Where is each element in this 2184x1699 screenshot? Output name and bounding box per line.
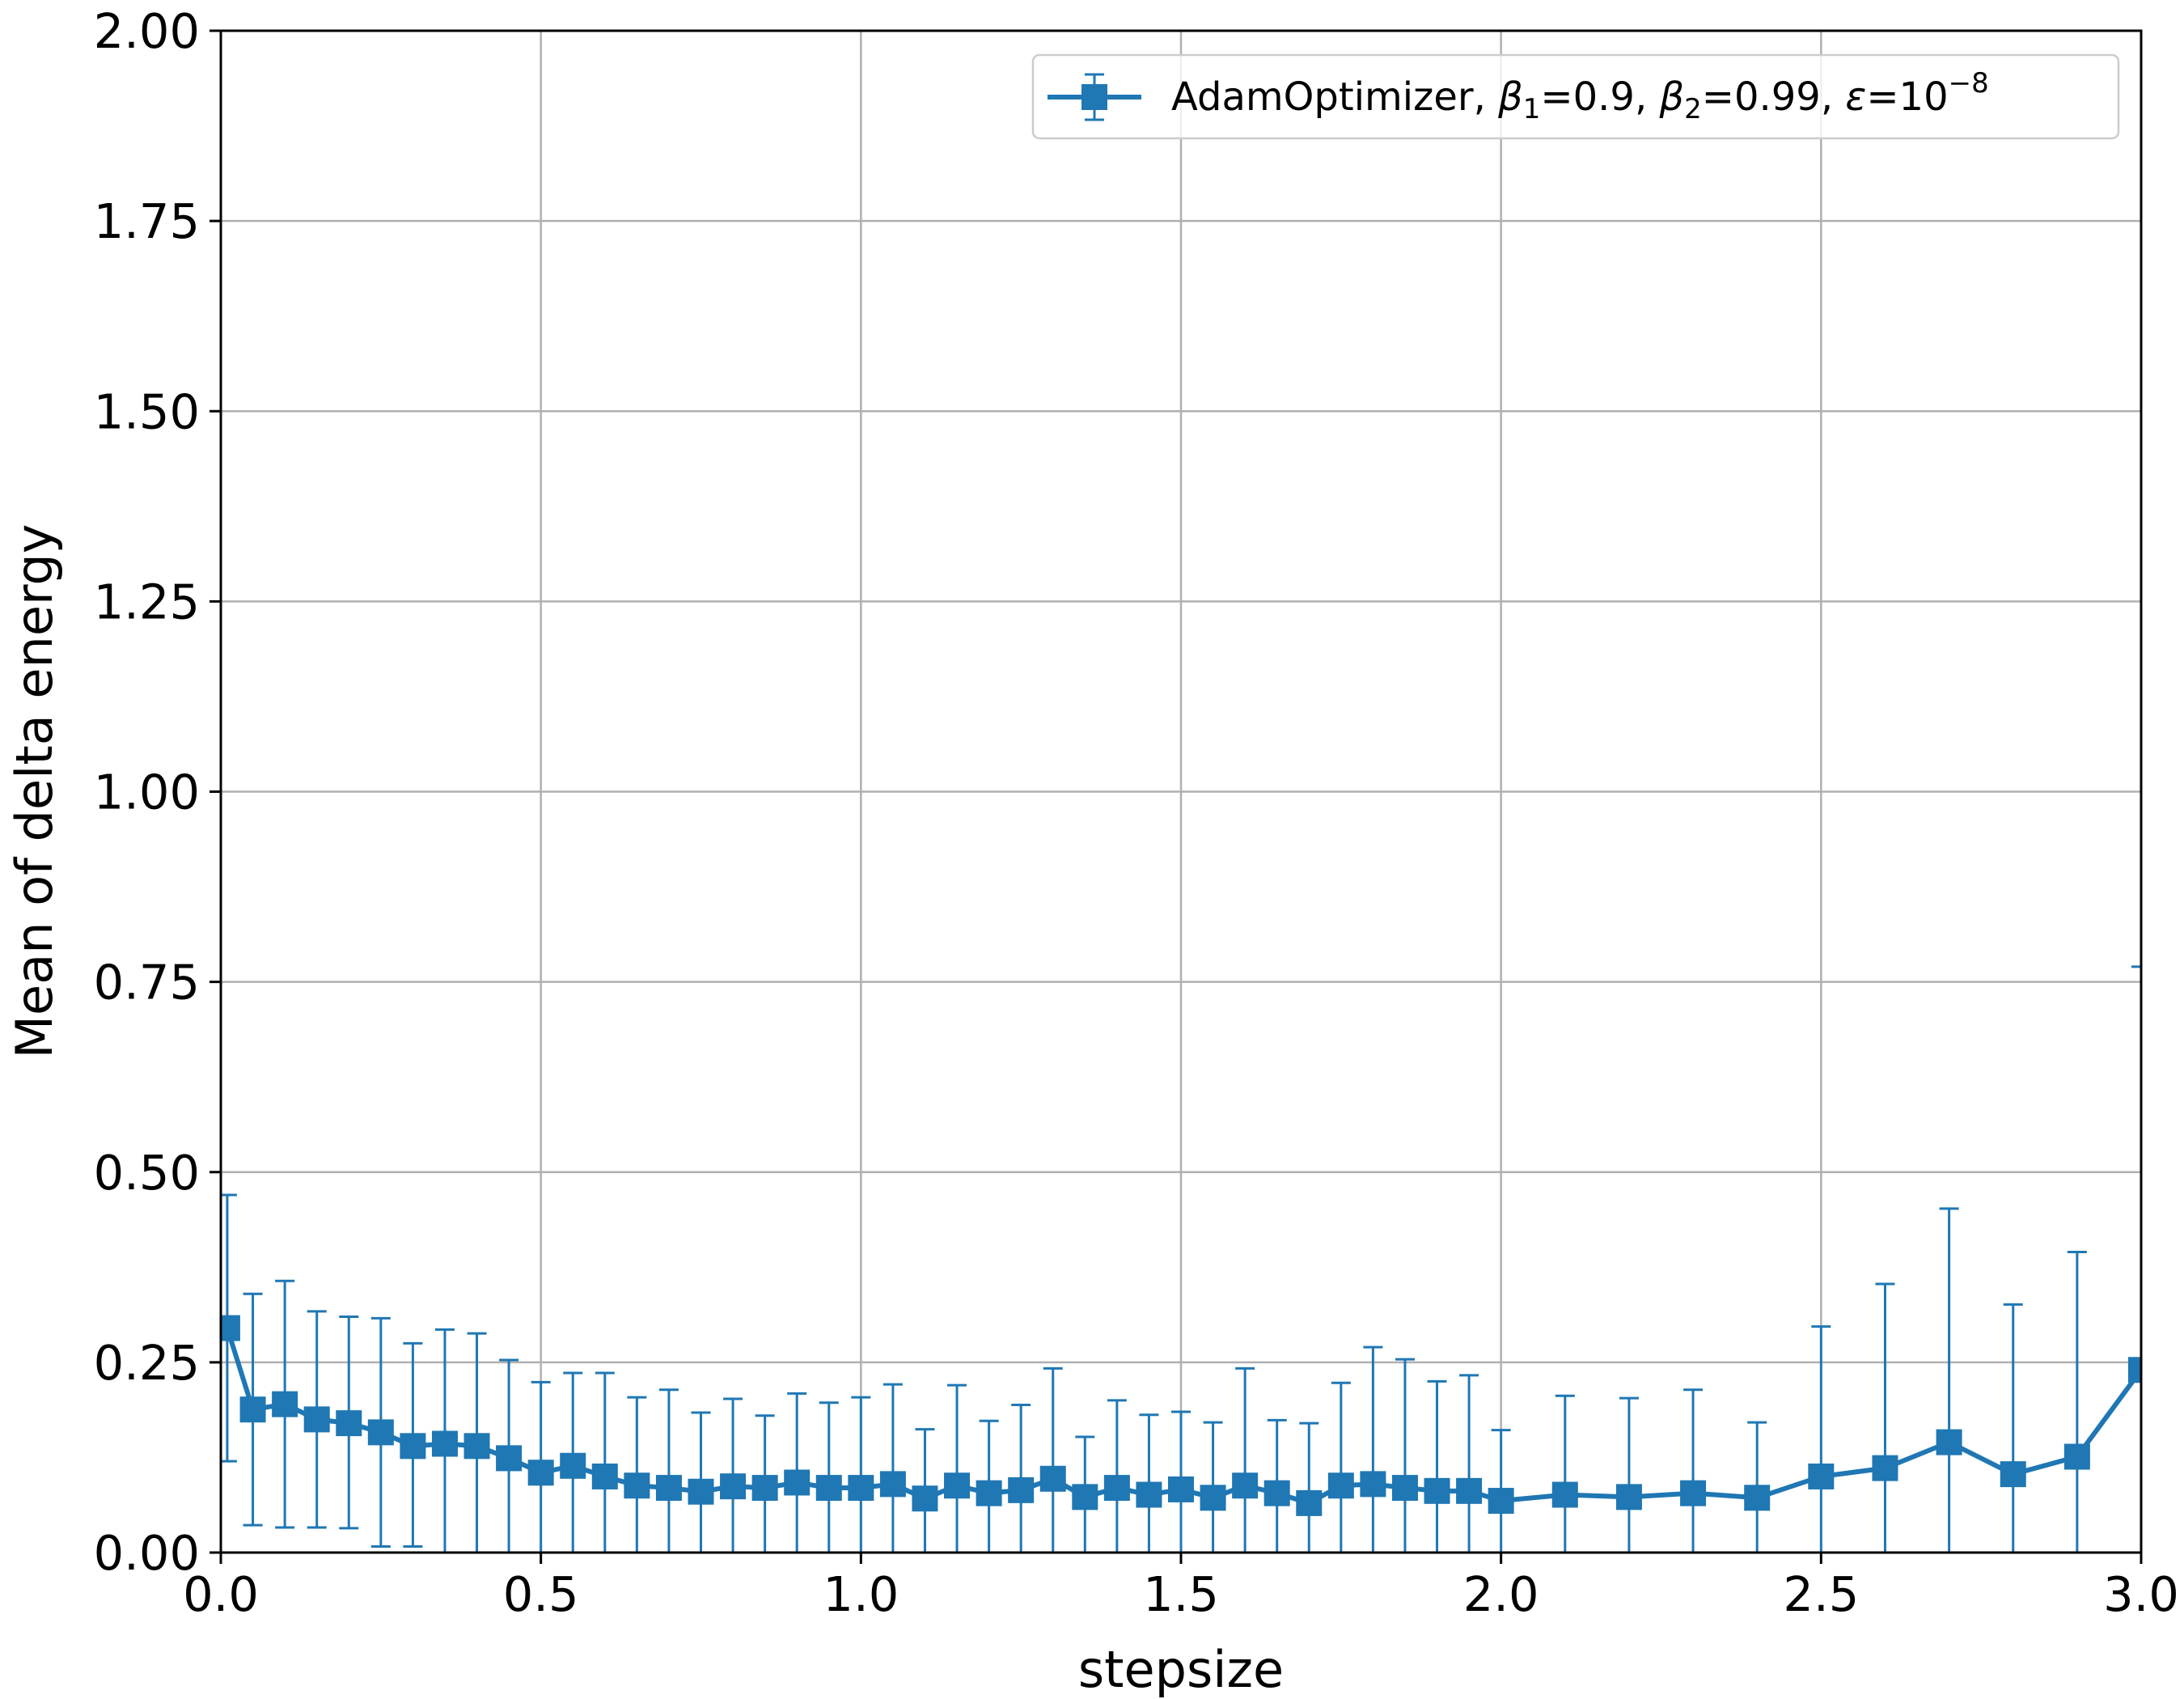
legend-beta1-symbol: β bbox=[1497, 74, 1523, 120]
y-tick-label: 0.50 bbox=[94, 1145, 200, 1201]
data-point-marker bbox=[1327, 1472, 1354, 1499]
legend-beta2-subscript: 2 bbox=[1684, 93, 1702, 125]
data-point-marker bbox=[367, 1419, 394, 1446]
data-point-marker bbox=[1039, 1465, 1066, 1492]
data-point-marker bbox=[2000, 1461, 2026, 1488]
data-point-marker bbox=[560, 1452, 586, 1479]
data-point-marker bbox=[1200, 1485, 1226, 1511]
legend-beta1-subscript: 1 bbox=[1523, 93, 1541, 125]
data-point-marker bbox=[1551, 1481, 1578, 1508]
x-tick-label: 0.5 bbox=[503, 1566, 579, 1622]
data-point-marker bbox=[1360, 1471, 1386, 1498]
legend-epsilon-symbol: ε bbox=[1845, 74, 1866, 120]
data-point-marker bbox=[303, 1406, 330, 1433]
legend-beta2-value: =0.99, bbox=[1702, 74, 1846, 120]
data-point-marker bbox=[2128, 1357, 2141, 1383]
data-point-marker bbox=[1008, 1477, 1035, 1503]
legend: AdamOptimizer, β1=0.9, β2=0.99, ε=10−8 bbox=[1031, 53, 2120, 140]
data-point-marker bbox=[2063, 1443, 2090, 1470]
legend-marker-square bbox=[1081, 84, 1107, 110]
data-point-marker bbox=[463, 1433, 490, 1460]
data-point-marker bbox=[1936, 1429, 1962, 1455]
data-point-marker bbox=[751, 1475, 778, 1502]
data-point-marker bbox=[1072, 1484, 1098, 1510]
data-point-marker bbox=[239, 1396, 266, 1423]
data-point-marker bbox=[1424, 1477, 1450, 1504]
x-tick-label: 3.0 bbox=[2103, 1566, 2179, 1622]
x-axis-title: stepsize bbox=[1078, 1640, 1284, 1699]
data-point-marker bbox=[1615, 1484, 1642, 1510]
data-point-marker bbox=[944, 1472, 971, 1499]
legend-epsilon-exponent: −8 bbox=[1949, 67, 1989, 100]
data-point-marker bbox=[1168, 1476, 1194, 1502]
data-point-marker bbox=[1680, 1480, 1707, 1506]
data-point-marker bbox=[496, 1445, 523, 1472]
data-point-marker bbox=[272, 1391, 298, 1417]
series-group bbox=[221, 965, 2141, 1553]
data-point-marker bbox=[1872, 1455, 1898, 1481]
data-point-marker bbox=[879, 1471, 906, 1498]
y-axis-title: Mean of delta energy bbox=[5, 524, 64, 1059]
data-point-marker bbox=[431, 1430, 458, 1457]
data-point-marker bbox=[591, 1463, 618, 1489]
data-point-marker bbox=[912, 1485, 938, 1512]
y-tick-label: 1.00 bbox=[94, 765, 200, 820]
y-tick-label: 1.50 bbox=[94, 383, 200, 439]
grid-lines bbox=[221, 31, 2141, 1553]
data-point-marker bbox=[624, 1472, 650, 1499]
y-tick-label: 0.75 bbox=[94, 955, 200, 1011]
data-point-marker bbox=[221, 1315, 240, 1341]
x-tick-label: 2.5 bbox=[1783, 1566, 1859, 1622]
data-point-marker bbox=[400, 1433, 426, 1460]
legend-epsilon-value: =10 bbox=[1866, 74, 1948, 120]
data-point-marker bbox=[1456, 1477, 1483, 1504]
y-tick-label: 0.00 bbox=[94, 1525, 200, 1581]
x-tick-label: 0.0 bbox=[183, 1566, 259, 1622]
y-tick-label: 1.75 bbox=[94, 193, 200, 249]
data-point-marker bbox=[1263, 1480, 1290, 1506]
axis-ticks: 0.0 0.5 1.0 1.5 2.0 2.5 3.0 0.00 0.25 0.50 0.75 1.0… bbox=[94, 3, 2179, 1622]
y-tick-label: 1.25 bbox=[94, 574, 200, 629]
x-tick-label: 1.5 bbox=[1143, 1566, 1219, 1622]
data-point-marker bbox=[815, 1475, 842, 1502]
legend-beta1-value: =0.9, bbox=[1540, 74, 1659, 120]
data-point-marker bbox=[336, 1410, 362, 1437]
data-point-marker bbox=[1296, 1489, 1323, 1516]
x-tick-label: 2.0 bbox=[1463, 1566, 1539, 1622]
data-point-marker bbox=[1136, 1481, 1162, 1508]
y-tick-label: 2.00 bbox=[94, 3, 200, 59]
legend-label-prefix: AdamOptimizer, bbox=[1171, 74, 1498, 120]
data-point-marker bbox=[720, 1473, 747, 1500]
data-point-marker bbox=[784, 1469, 811, 1496]
data-point-marker bbox=[1744, 1485, 1771, 1511]
data-point-marker bbox=[527, 1460, 554, 1486]
y-tick-label: 0.25 bbox=[94, 1335, 200, 1391]
x-tick-label: 1.0 bbox=[823, 1566, 899, 1622]
legend-beta2-symbol: β bbox=[1658, 74, 1684, 120]
data-point-marker bbox=[688, 1478, 714, 1505]
legend-label: AdamOptimizer, β1=0.9, β2=0.99, ε=10−8 bbox=[1171, 67, 1989, 125]
data-point-marker bbox=[1391, 1475, 1418, 1502]
data-point-marker bbox=[1488, 1488, 1514, 1515]
data-point-marker bbox=[655, 1475, 682, 1502]
legend-box bbox=[1031, 53, 2120, 140]
data-point-marker bbox=[1808, 1463, 1835, 1489]
data-point-marker bbox=[976, 1480, 1002, 1506]
data-point-marker bbox=[1103, 1475, 1130, 1502]
data-point-marker bbox=[848, 1475, 874, 1502]
data-point-marker bbox=[1232, 1472, 1259, 1499]
